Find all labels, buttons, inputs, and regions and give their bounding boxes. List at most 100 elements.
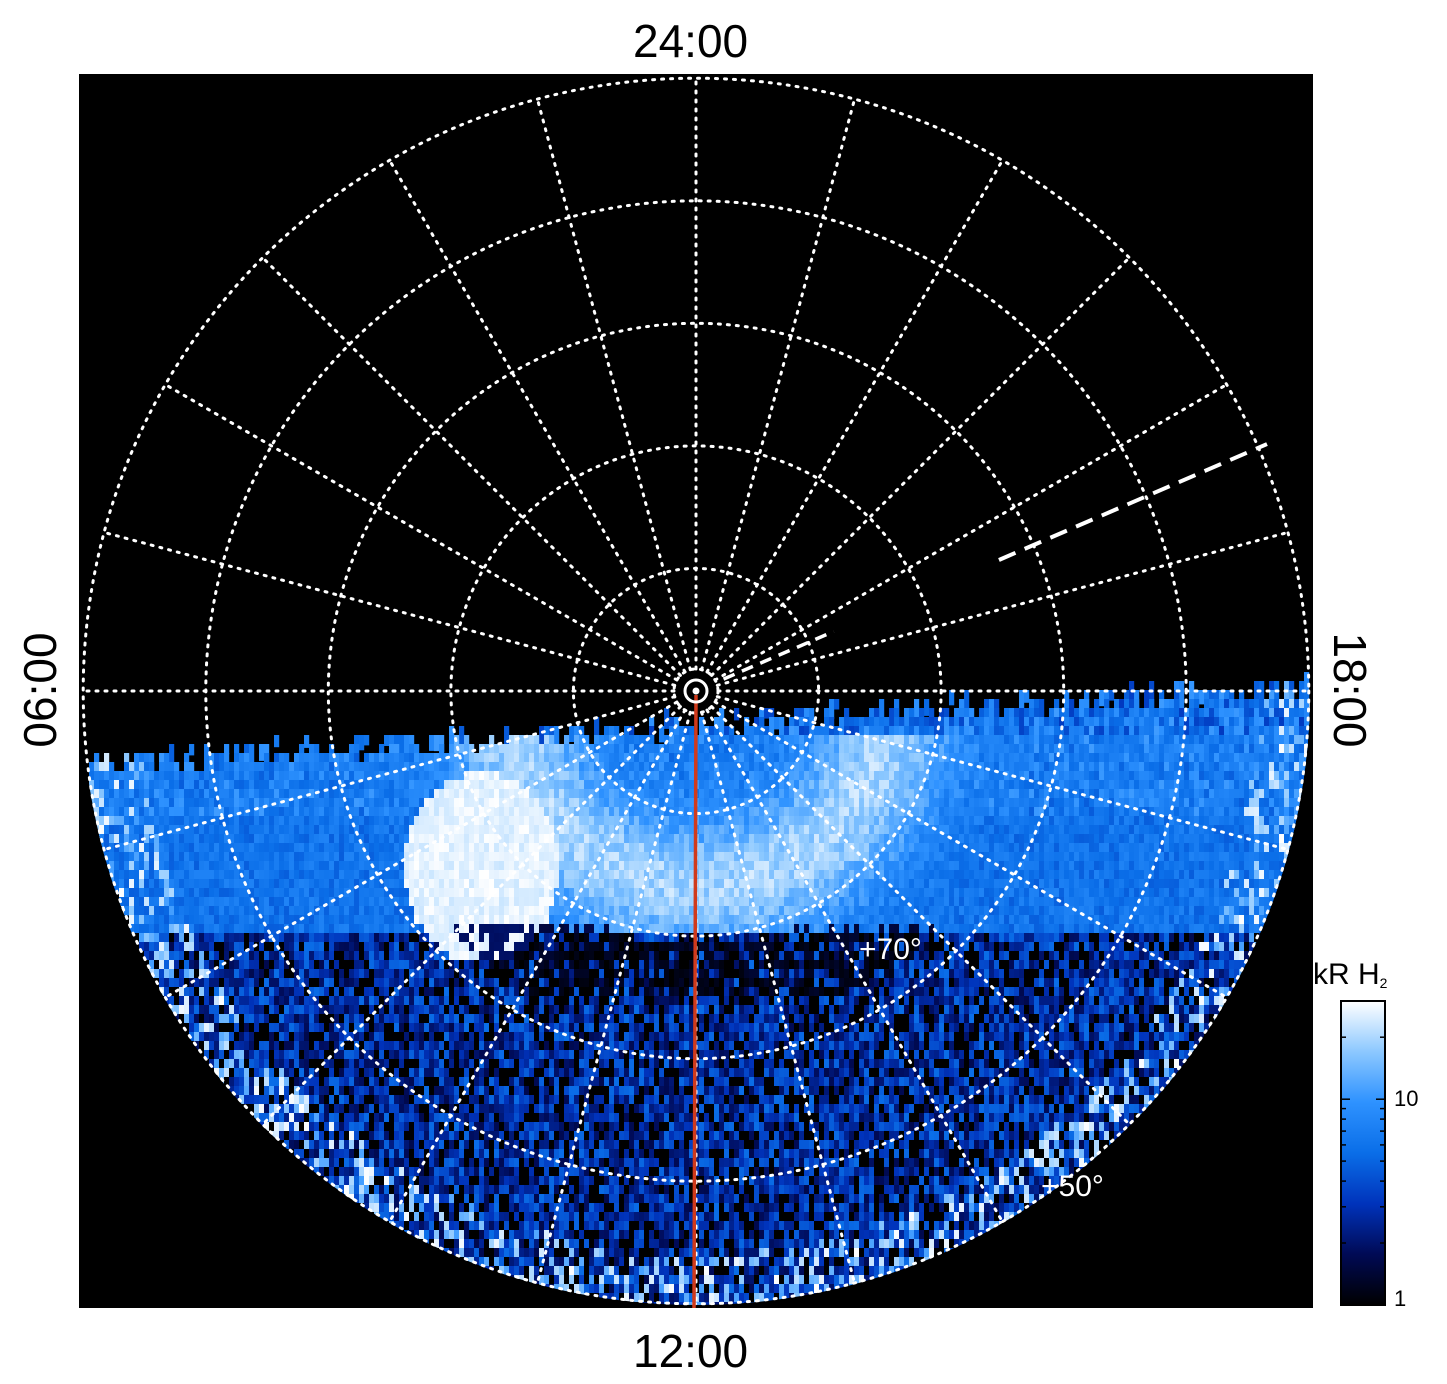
emission-pixel [439, 807, 445, 816]
emission-pixel [539, 906, 545, 915]
emission-pixel [599, 906, 605, 915]
emission-pixel [449, 852, 455, 862]
emission-pixel [609, 789, 615, 800]
emission-pixel [1244, 897, 1250, 906]
emission-pixel [284, 870, 290, 880]
emission-pixel [509, 897, 515, 906]
emission-pixel [174, 771, 180, 781]
emission-pixel [849, 897, 855, 906]
emission-pixel [314, 897, 320, 906]
emission-pixel [449, 744, 455, 758]
emission-pixel [909, 753, 915, 767]
emission-pixel [1129, 897, 1135, 906]
emission-pixel [824, 717, 830, 730]
emission-pixel [1119, 897, 1125, 906]
emission-pixel [1104, 789, 1110, 799]
emission-pixel [619, 825, 625, 835]
emission-pixel [254, 852, 260, 862]
emission-pixel [939, 906, 945, 915]
emission-pixel [1294, 816, 1300, 863]
emission-pixel [1079, 897, 1085, 906]
emission-pixel [984, 726, 990, 743]
emission-pixel [544, 762, 550, 775]
emission-pixel [1134, 753, 1140, 763]
emission-pixel [1274, 807, 1280, 817]
emission-pixel [1179, 681, 1185, 716]
emission-pixel [1279, 870, 1285, 897]
emission-pixel [529, 897, 535, 906]
emission-pixel [674, 897, 680, 906]
emission-pixel [264, 816, 270, 826]
emission-pixel [879, 744, 885, 762]
emission-pixel [209, 906, 215, 915]
emission-pixel [934, 861, 940, 871]
emission-pixel [774, 753, 780, 769]
emission-pixel [729, 897, 735, 906]
emission-pixel [469, 897, 475, 906]
emission-pixel [634, 744, 640, 762]
emission-pixel [434, 906, 440, 915]
emission-pixel [344, 906, 350, 915]
emission-pixel [719, 897, 725, 906]
emission-pixel [204, 906, 210, 915]
emission-pixel [294, 897, 300, 906]
emission-pixel [699, 717, 705, 746]
emission-pixel [1259, 807, 1265, 817]
emission-pixel [504, 744, 510, 756]
emission-pixel [444, 897, 450, 906]
emission-pixel [1059, 726, 1065, 739]
emission-pixel [749, 762, 755, 778]
emission-pixel [594, 735, 600, 745]
emission-pixel [1189, 753, 1195, 771]
emission-pixel [459, 753, 465, 771]
emission-pixel [939, 726, 945, 743]
emission-pixel [544, 897, 550, 906]
emission-pixel [504, 897, 510, 906]
emission-pixel [274, 735, 280, 748]
emission-pixel [159, 906, 165, 915]
emission-pixel [569, 762, 575, 774]
emission-pixel [704, 771, 710, 782]
emission-pixel [839, 816, 845, 826]
emission-pixel [1124, 834, 1130, 845]
emission-pixel [669, 897, 675, 906]
emission-pixel [469, 906, 475, 915]
emission-pixel [509, 753, 515, 771]
emission-pixel [329, 906, 335, 915]
emission-pixel [184, 906, 190, 915]
emission-pixel [1304, 744, 1310, 757]
emission-pixel [919, 906, 925, 915]
emission-pixel [499, 897, 505, 906]
emission-pixel [1034, 735, 1040, 748]
emission-pixel [1194, 690, 1200, 700]
emission-pixel [979, 717, 985, 729]
emission-pixel [1209, 798, 1215, 809]
emission-pixel [479, 906, 485, 915]
emission-pixel [474, 834, 480, 845]
emission-pixel [294, 906, 300, 915]
emission-pixel [994, 726, 1000, 739]
emission-pixel [984, 897, 990, 906]
emission-pixel [344, 897, 350, 906]
emission-pixel [429, 735, 435, 751]
emission-pixel [494, 906, 500, 915]
emission-pixel [134, 897, 140, 906]
emission-pixel [189, 906, 195, 915]
emission-pixel [679, 897, 685, 906]
emission-pixel [864, 897, 870, 906]
emission-pixel [734, 906, 740, 915]
emission-pixel [539, 834, 545, 845]
emission-pixel [259, 744, 265, 761]
emission-pixel [734, 708, 740, 721]
emission-pixel [764, 708, 770, 719]
emission-pixel [154, 897, 160, 906]
emission-pixel [449, 906, 455, 915]
emission-pixel [164, 897, 170, 906]
emission-pixel [434, 753, 440, 771]
emission-pixel [1089, 744, 1095, 757]
emission-pixel [154, 906, 160, 915]
emission-pixel [1274, 897, 1280, 906]
emission-pixel [144, 762, 150, 780]
emission-pixel [969, 726, 975, 736]
emission-pixel [989, 744, 995, 759]
